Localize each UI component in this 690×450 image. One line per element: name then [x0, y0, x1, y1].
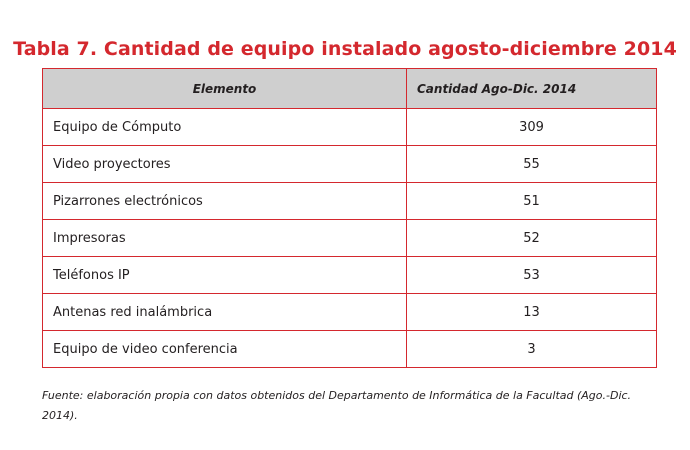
table-row: Antenas red inalámbrica 13	[42, 293, 657, 331]
table-row: Equipo de video conferencia 3	[42, 330, 657, 368]
cell-qty: 52	[406, 219, 657, 257]
cell-item: Impresoras	[42, 219, 407, 257]
table-header-row: Elemento Cantidad Ago-Dic. 2014	[42, 68, 657, 109]
table-row: Video proyectores 55	[42, 145, 657, 183]
cell-item: Equipo de video conferencia	[42, 330, 407, 368]
cell-item: Teléfonos IP	[42, 256, 407, 294]
equipment-table: Elemento Cantidad Ago-Dic. 2014 Equipo d…	[42, 68, 657, 368]
table-row: Teléfonos IP 53	[42, 256, 657, 294]
column-header-elemento: Elemento	[42, 68, 407, 109]
table-title: Tabla 7. Cantidad de equipo instalado ag…	[13, 38, 677, 60]
cell-qty: 3	[406, 330, 657, 368]
table-row: Equipo de Cómputo 309	[42, 108, 657, 146]
table-row: Pizarrones electrónicos 51	[42, 182, 657, 220]
cell-item: Equipo de Cómputo	[42, 108, 407, 146]
cell-qty: 13	[406, 293, 657, 331]
cell-qty: 309	[406, 108, 657, 146]
cell-item: Antenas red inalámbrica	[42, 293, 407, 331]
cell-qty: 51	[406, 182, 657, 220]
source-note: Fuente: elaboración propia con datos obt…	[42, 389, 632, 422]
cell-item: Video proyectores	[42, 145, 407, 183]
column-header-cantidad: Cantidad Ago-Dic. 2014	[406, 68, 657, 109]
table-row: Impresoras 52	[42, 219, 657, 257]
cell-qty: 55	[406, 145, 657, 183]
cell-item: Pizarrones electrónicos	[42, 182, 407, 220]
cell-qty: 53	[406, 256, 657, 294]
